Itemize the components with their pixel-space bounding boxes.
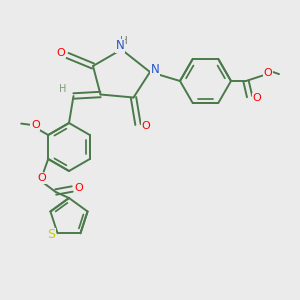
Text: O: O — [141, 121, 150, 131]
Text: H: H — [59, 83, 67, 94]
Text: O: O — [253, 93, 262, 103]
Text: N: N — [151, 63, 160, 76]
Text: O: O — [56, 47, 65, 58]
Text: H: H — [120, 35, 128, 46]
Text: O: O — [74, 182, 83, 193]
Text: N: N — [116, 39, 124, 52]
Text: S: S — [47, 228, 55, 241]
Text: O: O — [38, 173, 46, 183]
Text: O: O — [263, 68, 272, 78]
Text: O: O — [31, 120, 40, 130]
